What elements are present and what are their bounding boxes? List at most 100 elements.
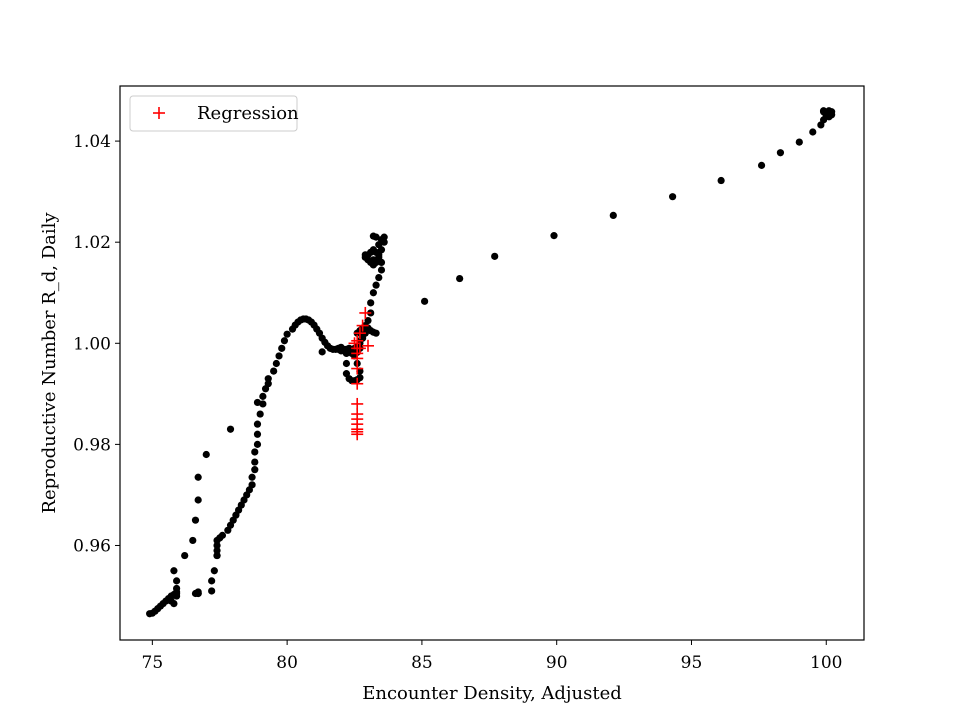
- data-point: [181, 551, 189, 560]
- legend-regression-marker: [153, 107, 165, 119]
- x-tick-label: 90: [546, 653, 568, 673]
- data-point: [283, 330, 291, 338]
- data-point: [251, 466, 259, 474]
- regression-point: [353, 327, 366, 340]
- regression-point: [351, 347, 364, 360]
- data-point: [342, 359, 351, 368]
- data-point: [369, 289, 377, 297]
- data-point: [367, 299, 375, 307]
- y-tick-label: 1.04: [73, 132, 111, 152]
- data-point: [256, 410, 264, 418]
- data-point: [173, 577, 181, 585]
- data-point: [173, 584, 181, 593]
- data-point: [318, 348, 326, 356]
- data-point: [194, 473, 202, 481]
- y-tick-label: 0.98: [73, 435, 111, 455]
- data-point: [380, 238, 388, 246]
- data-point: [208, 587, 216, 595]
- data-point: [226, 425, 235, 433]
- data-point: [253, 430, 262, 438]
- regression-point: [351, 362, 364, 375]
- data-point: [170, 600, 178, 608]
- regression-point: [351, 377, 364, 390]
- data-point: [202, 450, 210, 459]
- data-point: [377, 266, 386, 274]
- data-point: [609, 211, 617, 220]
- x-tick-label: 95: [681, 653, 703, 673]
- data-point: [194, 496, 202, 504]
- data-point: [251, 448, 259, 456]
- data-point: [356, 374, 364, 382]
- data-point: [191, 516, 200, 524]
- regression-point: [348, 337, 361, 350]
- x-axis-label: Encounter Density, Adjusted: [362, 683, 622, 704]
- regression-point: [353, 342, 366, 355]
- data-point: [213, 546, 221, 555]
- points-layer: [146, 107, 836, 618]
- data-point: [550, 232, 558, 240]
- data-point: [253, 440, 262, 448]
- regression-point: [356, 319, 369, 332]
- data-point: [717, 176, 725, 185]
- y-tick-label: 0.96: [73, 536, 111, 556]
- data-point: [275, 352, 283, 360]
- data-point: [372, 329, 380, 337]
- data-point: [795, 138, 803, 146]
- data-point: [377, 246, 386, 254]
- data-point: [210, 567, 218, 575]
- data-point: [264, 375, 272, 383]
- plot-frame: [119, 85, 865, 641]
- data-point: [361, 251, 369, 259]
- regression-point: [351, 408, 364, 421]
- data-point: [334, 345, 342, 353]
- x-tick-label: 80: [276, 653, 298, 673]
- data-point: [819, 107, 828, 115]
- data-point: [248, 481, 256, 489]
- data-point: [253, 420, 262, 428]
- data-point: [170, 567, 178, 575]
- data-point: [251, 458, 259, 466]
- data-point: [253, 398, 262, 407]
- regression-point: [359, 306, 372, 319]
- legend-box: [129, 95, 298, 132]
- x-axis: 75 80 85 90 95 100: [142, 640, 842, 673]
- data-point: [456, 274, 464, 283]
- x-tick-label: 75: [142, 653, 164, 673]
- data-point: [213, 551, 221, 560]
- data-point: [809, 128, 817, 136]
- data-point: [194, 588, 202, 596]
- y-axis: 0.96 0.98 1.00 1.02 1.04: [73, 132, 120, 556]
- data-point: [364, 316, 372, 325]
- regression-point: [351, 334, 364, 347]
- data-point: [208, 577, 216, 585]
- data-point: [372, 281, 380, 289]
- data-point: [421, 297, 429, 305]
- data-point: [213, 541, 221, 550]
- data-point: [372, 233, 380, 241]
- legend: Regression: [129, 95, 299, 132]
- data-point: [380, 233, 388, 241]
- data-point: [375, 273, 383, 282]
- data-point: [218, 531, 227, 539]
- y-tick-label: 1.02: [73, 233, 111, 253]
- data-point: [280, 337, 289, 345]
- data-point: [248, 473, 256, 481]
- data-point: [264, 380, 272, 388]
- x-tick-label: 100: [810, 653, 842, 673]
- data-point: [491, 252, 499, 260]
- x-tick-label: 85: [411, 653, 433, 673]
- data-point: [278, 344, 286, 352]
- legend-regression-label: Regression: [197, 103, 299, 124]
- data-point: [270, 367, 278, 375]
- data-point: [757, 161, 766, 169]
- data-point: [259, 400, 267, 408]
- data-point: [259, 392, 267, 400]
- data-point: [189, 536, 197, 545]
- regression-point: [362, 339, 374, 352]
- data-point: [173, 589, 181, 598]
- data-point: [272, 359, 280, 368]
- data-point: [776, 149, 785, 157]
- y-tick-label: 1.00: [73, 334, 111, 354]
- regression-point: [351, 397, 364, 410]
